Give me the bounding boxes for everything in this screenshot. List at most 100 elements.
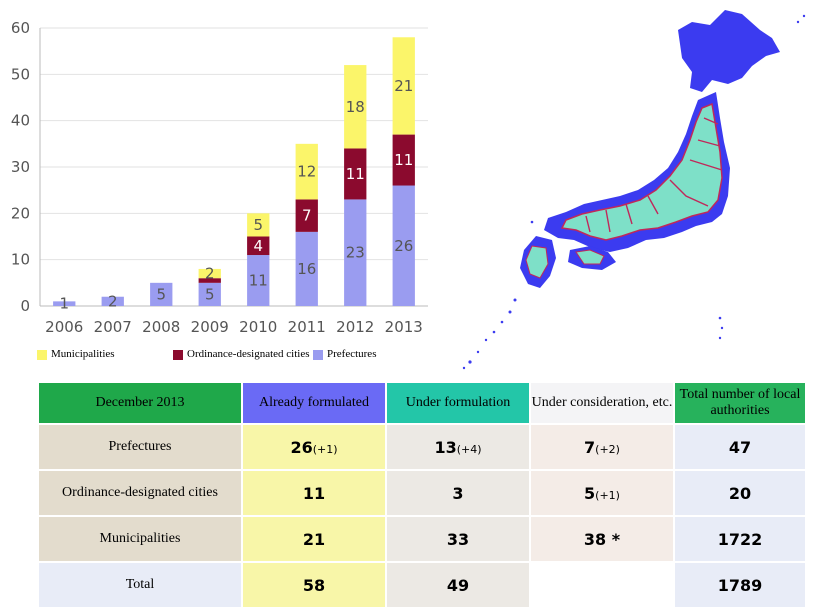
bar-segment bbox=[392, 37, 415, 135]
cell-value: 13(+4) bbox=[387, 425, 529, 469]
bar-segment bbox=[198, 282, 221, 306]
cell-main: 49 bbox=[446, 575, 470, 595]
cell-value: 1722 bbox=[675, 517, 805, 561]
cell-main: 33 bbox=[446, 529, 470, 549]
x-tick-label: 2009 bbox=[191, 318, 229, 336]
cell-value: 49 bbox=[387, 563, 529, 607]
bar-segment bbox=[295, 199, 318, 232]
header-total-authorities: Total number of local authorities bbox=[675, 383, 805, 423]
data-label: 11 bbox=[249, 272, 268, 290]
legend-label-prefectures: Prefectures bbox=[327, 348, 377, 360]
cell-main: 5 bbox=[584, 483, 596, 503]
cell-value: 33 bbox=[387, 517, 529, 561]
table-row: Ordinance-designated cities 11 3 5(+1) 2… bbox=[39, 471, 805, 515]
cell-value: 58 bbox=[243, 563, 385, 607]
data-label: 7 bbox=[302, 207, 312, 225]
data-label: 1 bbox=[59, 295, 69, 313]
cell-value: 20 bbox=[675, 471, 805, 515]
cell-main: 20 bbox=[728, 483, 752, 503]
bar-segment bbox=[295, 143, 318, 200]
cell-value: 38 * bbox=[531, 517, 673, 561]
bar-segment bbox=[101, 296, 124, 306]
x-tick-label: 2010 bbox=[239, 318, 277, 336]
cell-value: 7(+2) bbox=[531, 425, 673, 469]
table-row: Municipalities 21 33 38 * 1722 bbox=[39, 517, 805, 561]
cell-main: 13 bbox=[434, 437, 457, 457]
bar-segment bbox=[344, 65, 367, 149]
header-under-consideration: Under consideration, etc. bbox=[531, 383, 673, 423]
cell-main: 38 bbox=[583, 529, 607, 549]
japan-map-icon bbox=[462, 10, 806, 370]
y-tick-label: 10 bbox=[11, 251, 30, 269]
data-label: 26 bbox=[394, 237, 413, 255]
bar-segment bbox=[247, 255, 270, 306]
y-tick-label: 0 bbox=[20, 297, 30, 315]
bar-segment bbox=[247, 213, 270, 237]
table-row: Prefectures 26(+1) 13(+4) 7(+2) 47 bbox=[39, 425, 805, 469]
map-islands bbox=[462, 14, 806, 370]
row-label: Prefectures bbox=[39, 425, 241, 469]
cell-main: 3 bbox=[452, 483, 464, 503]
cell-main: 21 bbox=[302, 529, 326, 549]
header-already-formulated: Already formulated bbox=[243, 383, 385, 423]
y-tick-label: 60 bbox=[11, 19, 30, 37]
data-label: 23 bbox=[346, 244, 365, 262]
data-label: 5 bbox=[253, 216, 263, 234]
bar-segment bbox=[344, 148, 367, 200]
cell-value: 47 bbox=[675, 425, 805, 469]
bar-segment bbox=[198, 278, 221, 283]
legend-swatch-municipalities bbox=[37, 350, 47, 360]
header-under-formulation: Under formulation bbox=[387, 383, 529, 423]
y-tick-label: 50 bbox=[11, 65, 30, 83]
x-tick-label: 2011 bbox=[288, 318, 326, 336]
cell-delta: * bbox=[606, 529, 621, 549]
cell-value: 1789 bbox=[675, 563, 805, 607]
cell-value: 11 bbox=[243, 471, 385, 515]
map-borders bbox=[585, 117, 723, 233]
data-label: 18 bbox=[346, 98, 365, 116]
chart-legend: Municipalities Ordinance-designated citi… bbox=[37, 348, 437, 378]
table-header-row: December 2013 Already formulated Under f… bbox=[39, 383, 805, 423]
bar-segment bbox=[247, 236, 270, 256]
row-label: Total bbox=[39, 563, 241, 607]
legend-item-ordinance: Ordinance-designated cities bbox=[173, 348, 313, 360]
status-table: December 2013 Already formulated Under f… bbox=[37, 381, 807, 609]
cell-main: 58 bbox=[302, 575, 326, 595]
data-label: 5 bbox=[205, 285, 215, 303]
bar-segment bbox=[53, 301, 76, 306]
cell-main: 1789 bbox=[717, 575, 763, 595]
cell-value: 26(+1) bbox=[243, 425, 385, 469]
x-tick-label: 2012 bbox=[336, 318, 374, 336]
cell-delta: (+1) bbox=[595, 488, 620, 502]
bar-segment bbox=[150, 282, 173, 306]
cell-value: 5(+1) bbox=[531, 471, 673, 515]
x-tick-label: 2006 bbox=[45, 318, 83, 336]
data-label: 4 bbox=[253, 237, 263, 255]
cell-value: 21 bbox=[243, 517, 385, 561]
cell-main: 11 bbox=[302, 483, 326, 503]
x-tick-label: 2007 bbox=[94, 318, 132, 336]
map-hokkaido bbox=[678, 10, 780, 92]
y-tick-label: 20 bbox=[11, 204, 30, 222]
cell-main: 26 bbox=[290, 437, 313, 457]
data-label: 16 bbox=[297, 260, 316, 278]
legend-item-municipalities: Municipalities bbox=[37, 348, 115, 360]
cell-main: 1722 bbox=[717, 529, 763, 549]
data-label: 11 bbox=[394, 151, 413, 169]
cell-delta: (+4) bbox=[456, 442, 482, 456]
table-row: Total 58 49 1789 bbox=[39, 563, 805, 607]
legend-label-ordinance: Ordinance-designated cities bbox=[187, 348, 310, 360]
data-label: 12 bbox=[297, 163, 316, 181]
y-tick-label: 30 bbox=[11, 158, 30, 176]
legend-label-municipalities: Municipalities bbox=[51, 348, 115, 360]
cell-main: 47 bbox=[728, 437, 752, 457]
legend-swatch-ordinance bbox=[173, 350, 183, 360]
x-tick-label: 2008 bbox=[142, 318, 180, 336]
cell-value bbox=[531, 563, 673, 607]
legend-swatch-prefectures bbox=[313, 350, 323, 360]
y-tick-label: 40 bbox=[11, 112, 30, 130]
bar-segment bbox=[392, 185, 415, 306]
bar-segment bbox=[392, 134, 415, 186]
data-label: 21 bbox=[394, 77, 413, 95]
data-label: 5 bbox=[156, 285, 166, 303]
